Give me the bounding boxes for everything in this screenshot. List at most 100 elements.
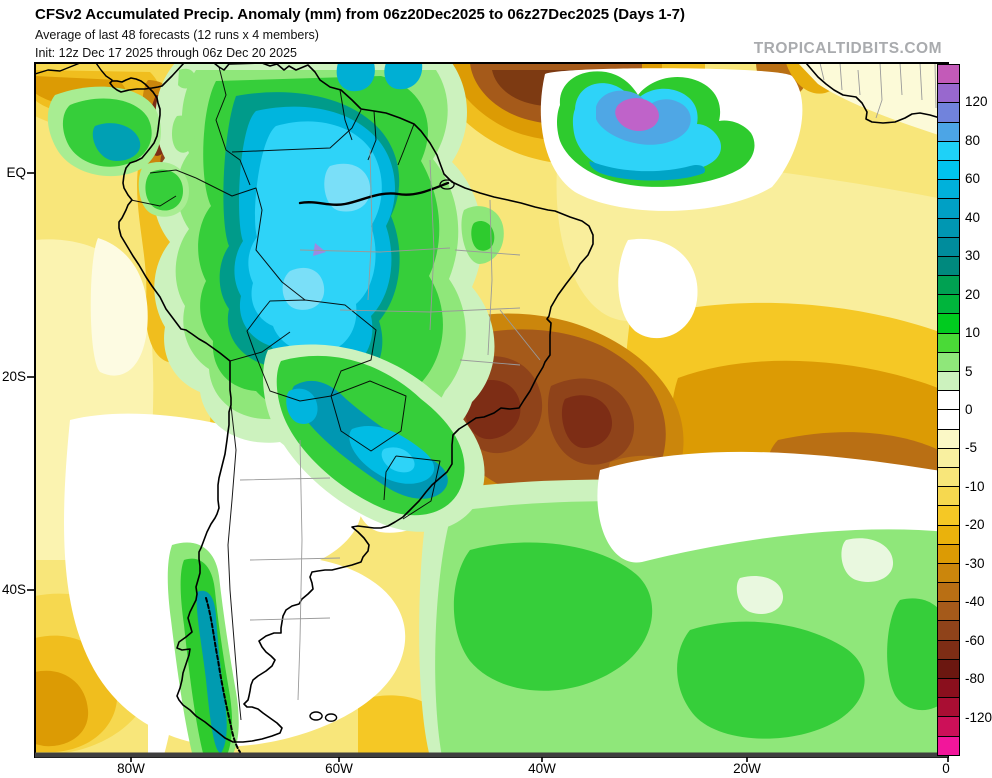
colorbar-segment [938,428,959,448]
colorbar-segment [938,409,959,429]
coast-central-america [35,63,113,81]
coastlines [35,63,948,753]
region-white-mid-atlantic [597,451,948,563]
colorbar-tick-label: -20 [965,517,985,533]
region-upper-blob-tealrim [589,161,706,181]
watermark: TROPICALTIDBITS.COM [753,40,942,57]
page-title: CFSv2 Accumulated Precip. Anomaly (mm) f… [35,6,686,23]
colorbar-tick-label: -120 [965,709,992,725]
colorbar [937,64,960,756]
colorbar-segment [938,313,959,333]
region-nw-pacific-teal [92,123,141,161]
y-label-eq: EQ [6,165,26,180]
subtitle: Average of last 48 forecasts (12 runs x … [35,28,319,42]
x-label-20w: 20W [733,761,761,776]
x-label-0: 0 [942,761,950,776]
region-upper-blob-orchid [615,98,659,132]
colorbar-tick-label: -5 [965,440,978,456]
colorbar-segment [938,217,959,237]
colorbar-tick-label: 5 [965,363,973,379]
x-label-40w: 40W [528,761,556,776]
africa-borders [819,63,937,119]
border-guyanas [339,89,415,166]
colorbar-segment [938,236,959,256]
colorbar-segment [938,83,959,103]
region-guyana-teal-2 [384,63,423,90]
colorbar-segment [938,65,959,84]
border-peru-chile-bolivia [229,331,291,362]
colorbar-segment [938,179,959,199]
y-label-40s: 40S [1,582,26,597]
colorbar-segment [938,255,959,276]
colorbar-segment [938,639,959,659]
colorbar-segment [938,716,959,736]
colorbar-segment [938,562,959,583]
region-white-africa [798,63,948,138]
region-green-core-s-atlantic-2 [677,621,865,739]
region-maroon-se-land [464,380,521,440]
colorbar-segment [938,697,959,717]
region-guyana-teal-1 [336,63,375,92]
islands-falkland [309,711,338,722]
colorbar-tick-label: -10 [965,478,985,494]
colorbar-segment [938,466,959,487]
init-line: Init: 12z Dec 17 2025 through 06z Dec 20… [35,46,297,60]
border-ecuador [130,169,197,207]
colorbar-segment [938,447,959,467]
colorbar-tick-label: 0 [965,402,973,417]
colorbar-segment [938,371,959,391]
colorbar-segment [938,543,959,563]
colorbar-segment [938,294,959,314]
argentina-provinces [239,439,341,701]
colorbar-tick-label: 60 [965,171,981,187]
region-green-core-s-atlantic-3 [887,598,946,711]
region-white-s-atl-pocket1 [841,538,894,582]
colorbar-segment [938,505,959,525]
colorbar-segment [938,332,959,352]
border-bolivia [246,299,377,402]
colorbar-segment [938,735,959,755]
colorbar-tick-label: -40 [965,594,985,610]
colorbar-segment [938,620,959,640]
border-venezuela-brazil [231,109,362,153]
colorbar-segment [938,275,959,295]
coast-south-america [109,63,594,743]
colorbar-segment [938,140,959,160]
region-white-s-atl-pocket2 [736,576,784,615]
coast-africa [805,63,948,124]
region-maroon-se-ocean [561,395,613,448]
region-white-peru-offshore [90,238,148,376]
brazil-states [299,149,541,366]
colorbar-segment [938,351,959,371]
region-green-ecuador [145,169,183,211]
colorbar-segment [938,524,959,544]
colorbar-tick-label: -80 [965,671,985,687]
region-amber-bottomleft [35,670,89,747]
colorbar-ticks: 120 80 60 40 30 20 10 5 0 -5 -10 -20 -30 -40 -60 -80 -12… [965,64,992,756]
colorbar-segment [938,198,959,218]
colorbar-tick-label: 40 [965,209,981,225]
colorbar-segment [938,582,959,602]
region-green-ne-brazil [471,221,495,251]
border-paraguay [330,380,407,452]
colorbar-segment [938,678,959,698]
country-borders [130,66,441,721]
colorbar-segment [938,658,959,678]
colorbar-tick-label: 80 [965,132,981,148]
river-amazon [298,181,450,206]
colorbar-segment [938,390,959,410]
border-colombia-peru-brazil [195,177,306,301]
border-argentina-chile [227,405,242,721]
colorbar-segment [938,159,959,180]
colorbar-segments [938,65,959,755]
colorbar-segment [938,102,959,122]
colorbar-tick-label: 20 [965,286,981,302]
region-green-venezuela-strip [171,115,195,153]
x-label-60w: 60W [325,761,353,776]
region-white-ne-pocket [618,238,698,339]
border-uruguay [383,455,441,520]
colorbar-segment [938,601,959,621]
coast-chile-fjords [205,597,241,753]
